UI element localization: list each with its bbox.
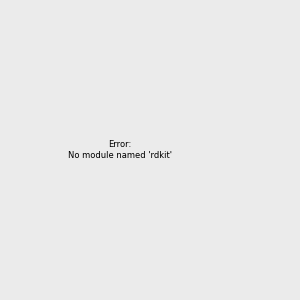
Text: Error:
No module named 'rdkit': Error: No module named 'rdkit' (68, 140, 172, 160)
